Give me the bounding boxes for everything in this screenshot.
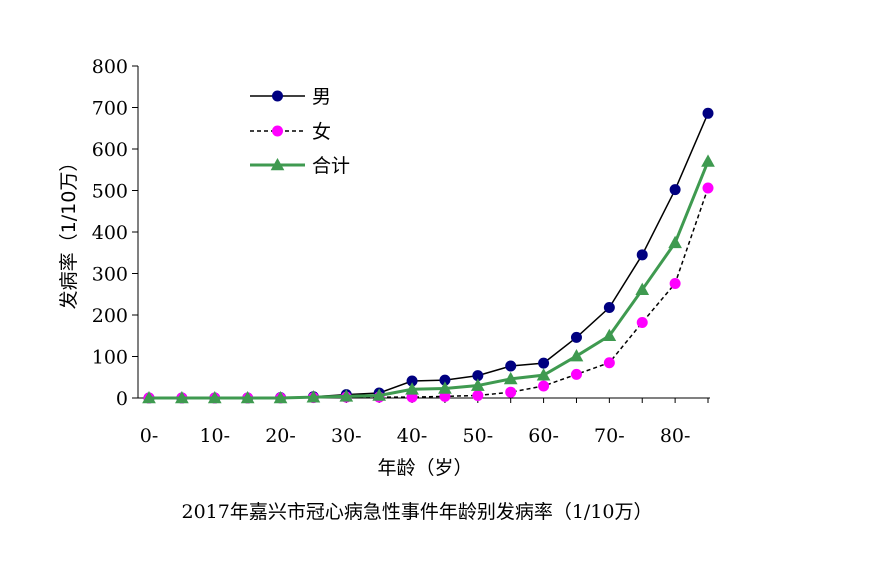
data-point xyxy=(702,182,714,194)
y-tick-label: 200 xyxy=(92,305,128,327)
data-point xyxy=(669,277,681,289)
series-3 xyxy=(142,154,715,404)
x-tick-label: 50- xyxy=(463,425,494,447)
data-point xyxy=(306,390,321,403)
y-tick-label: 300 xyxy=(92,264,128,286)
data-point xyxy=(339,389,354,402)
y-tick-label: 500 xyxy=(92,181,128,203)
x-tick-label: 20- xyxy=(265,425,296,447)
data-point xyxy=(470,378,485,391)
data-point xyxy=(636,316,648,328)
data-point xyxy=(702,107,714,119)
data-point xyxy=(207,390,222,404)
data-point xyxy=(175,390,189,404)
data-point xyxy=(538,357,550,369)
data-point xyxy=(669,184,681,196)
y-axis-title: 发病率（1/10万） xyxy=(58,153,80,310)
legend-marker xyxy=(272,90,283,102)
data-point xyxy=(603,302,615,314)
x-tick-labels: 0- 10- 20- 30- 40- 50- 60- 70- 80- xyxy=(140,425,691,447)
legend-entry-2: 女 xyxy=(250,121,331,143)
legend-entry-3: 合计 xyxy=(250,155,350,177)
series-line xyxy=(149,160,710,400)
series-1 xyxy=(143,107,714,404)
data-point xyxy=(439,374,451,386)
data-point xyxy=(570,368,582,380)
data-point xyxy=(472,390,484,402)
x-tick-label: 60- xyxy=(528,425,559,447)
x-tick-label: 40- xyxy=(397,425,428,447)
data-point xyxy=(603,357,615,369)
data-point xyxy=(635,282,650,295)
data-point xyxy=(406,375,418,387)
x-tick-label: 80- xyxy=(660,425,691,447)
x-tick-label: 10- xyxy=(199,425,230,447)
data-point xyxy=(668,235,682,249)
legend-marker xyxy=(272,125,283,137)
x-tick-label: 70- xyxy=(594,425,625,447)
data-point xyxy=(372,388,387,401)
x-axis-title: 年龄（岁） xyxy=(377,457,472,479)
y-tick-label: 400 xyxy=(92,222,128,244)
data-point xyxy=(570,331,582,343)
legend-marker xyxy=(270,157,285,171)
data-point xyxy=(438,381,452,394)
data-point xyxy=(142,390,156,404)
legend-label: 女 xyxy=(312,121,331,143)
series-line xyxy=(149,113,709,399)
data-point xyxy=(503,371,518,385)
y-tick-label: 600 xyxy=(92,139,128,161)
series-lines xyxy=(142,107,715,404)
data-point xyxy=(602,328,617,342)
data-point xyxy=(505,386,517,398)
y-tick-label: 100 xyxy=(92,347,128,369)
legend-label: 合计 xyxy=(312,155,350,177)
data-point xyxy=(538,380,550,392)
y-tick-label: 700 xyxy=(92,98,128,120)
y-tick-labels: 0 100 200 300 400 500 600 700 800 xyxy=(92,56,128,410)
x-tick-label: 30- xyxy=(331,425,362,447)
chart-title: 2017年嘉兴市冠心病急性事件年龄别发病率（1/10万） xyxy=(181,501,652,523)
data-point xyxy=(569,349,584,362)
y-tick-label: 800 xyxy=(92,56,128,78)
data-point xyxy=(636,249,648,261)
series-2 xyxy=(143,182,714,404)
data-point xyxy=(240,390,255,404)
series-line xyxy=(149,187,709,399)
data-point xyxy=(505,360,517,372)
data-point xyxy=(701,154,715,167)
data-point xyxy=(273,390,288,404)
y-tick-label: 0 xyxy=(116,388,128,410)
data-point xyxy=(405,382,419,395)
data-point xyxy=(472,370,484,382)
data-point xyxy=(536,368,551,381)
x-tick-label: 0- xyxy=(140,425,159,447)
legend-label: 男 xyxy=(312,86,331,108)
axes xyxy=(132,65,710,403)
legend-entry-1: 男 xyxy=(250,86,331,108)
